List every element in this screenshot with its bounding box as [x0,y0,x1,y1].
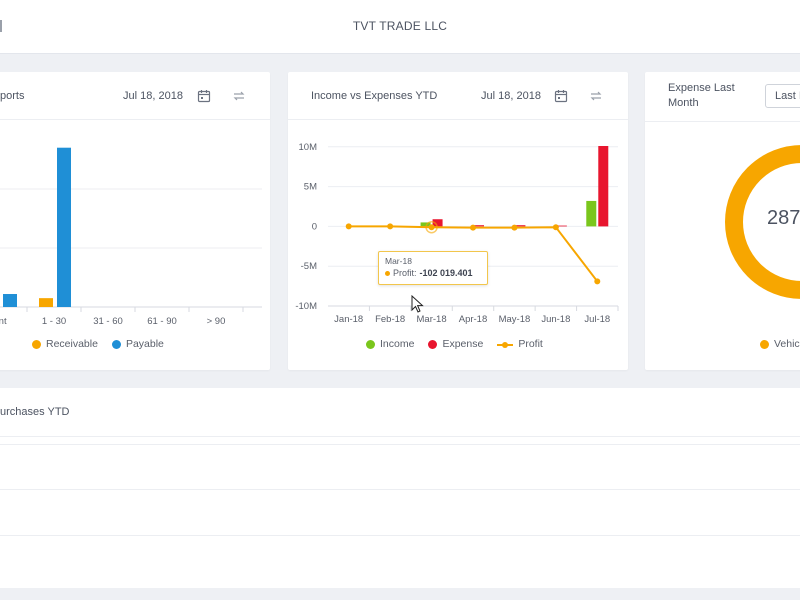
legend-payable-label: Payable [125,338,164,350]
profit-point [428,224,435,231]
income-card: Income vs Expenses YTD Jul 18, 2018 15M1… [288,72,628,370]
aging-card-header: ports Jul 18, 2018 [0,72,270,120]
y-tick-label: -5M [301,261,317,272]
income-card-header: Income vs Expenses YTD Jul 18, 2018 [288,72,628,120]
purchases-card-title: urchases YTD [0,406,70,418]
chart-tooltip: Mar-18 Profit: -102 019.401 [378,251,488,285]
x-tick-label: Jul-18 [584,314,610,325]
tooltip-value: -102 019.401 [419,268,473,278]
calendar-icon[interactable] [553,88,569,104]
legend-income[interactable]: Income [366,338,414,350]
aging-card-date[interactable]: Jul 18, 2018 [123,90,183,102]
purchases-card: urchases YTD [0,388,800,588]
y-tick-label: 0 [312,221,317,232]
profit-point [387,223,394,230]
income-card-title: Income vs Expenses YTD [311,90,438,102]
x-tick-label: Jun-18 [541,314,570,325]
expense-card: Expense Last Month 287 Vehic [645,72,800,370]
tooltip-label: Profit: [393,268,417,278]
donut-ring [725,145,800,299]
income-legend-dot [366,339,375,349]
legend-vehicle[interactable]: Vehic [760,338,800,350]
x-tick-label: Jan-18 [334,314,363,325]
profit-legend-line [497,340,514,349]
aging-card-title: ports [0,90,25,102]
aging-card: ports Jul 18, 2018 ent 1 - 30 31 - 60 61 - … [0,72,270,370]
expense-card-title-1: Expense Last [668,82,735,94]
bar-payable [3,294,17,307]
refresh-icon[interactable] [231,88,247,104]
legend-vehicle-label: Vehic [774,338,800,350]
y-tick-label: 10M [299,142,318,153]
bottom-strip [0,588,800,600]
x-tick-label: 1 - 30 [42,316,66,327]
period-select[interactable]: Last I [765,84,800,108]
bar-payable [57,147,71,307]
bar-expense [556,225,567,227]
purchases-grid-line [0,444,800,445]
legend-receivable-label: Receivable [46,338,98,350]
tooltip-row: Profit: -102 019.401 [385,268,481,278]
aging-legend: Receivable Payable [32,338,164,350]
profit-point [470,224,476,231]
legend-profit-label: Profit [518,338,543,350]
profit-point [594,278,601,285]
legend-profit[interactable]: Profit [497,338,543,350]
payable-legend-dot [111,339,121,349]
mouse-cursor-icon [411,295,424,313]
top-bar: TVT TRADE LLC [0,0,800,54]
bar-receivable [39,298,53,307]
expense-card-header: Expense Last Month [645,72,800,122]
donut-center-value: 287 [767,207,800,229]
x-tick-label: Apr-18 [459,314,488,325]
profit-point [552,224,559,231]
y-tick-label: -10M [295,301,317,312]
income-chart: 15M10M5M0-5M-10MJan-18Feb-18Mar-18Apr-18… [295,142,619,325]
tooltip-date: Mar-18 [385,256,412,266]
x-tick-label: Mar-18 [417,314,447,325]
profit-point-highlight [425,220,438,234]
tooltip-dot [385,270,390,276]
vehicle-legend-dot [760,339,769,349]
purchases-card-divider [0,436,800,437]
legend-receivable[interactable]: Receivable [32,338,98,350]
expense-legend-dot [428,339,438,349]
expense-donut-chart [725,145,800,299]
receivable-legend-dot [32,339,41,349]
calendar-icon[interactable] [196,88,212,104]
bar-expense [432,219,443,227]
bar-expense [515,225,526,227]
legend-expense[interactable]: Expense [428,338,483,350]
y-tick-label: 5M [304,182,317,193]
income-legend: Income Expense Profit [366,338,543,350]
bar-income [420,222,431,227]
bar-expense [598,146,609,227]
aging-chart: ent 1 - 30 31 - 60 61 - 90 > 90 [0,147,262,327]
bar-expense [474,225,484,227]
profit-point [345,223,352,230]
back-icon[interactable] [0,20,2,32]
company-name: TVT TRADE LLC [352,19,448,33]
legend-income-label: Income [380,338,415,350]
x-tick-label: Feb-18 [375,314,405,325]
purchases-grid-line [0,489,800,490]
expense-legend: Vehic [760,338,800,350]
purchases-grid-line [0,535,800,536]
income-card-date[interactable]: Jul 18, 2018 [481,90,541,102]
x-tick-label: 31 - 60 [93,316,123,327]
refresh-icon[interactable] [588,88,604,104]
legend-expense-label: Expense [442,338,484,350]
x-tick-label: 61 - 90 [147,316,177,327]
profit-point [511,224,518,231]
bar-income [586,200,597,227]
x-tick-label: > 90 [207,316,226,327]
legend-payable[interactable]: Payable [111,338,164,350]
expense-card-title-2: Month [668,97,699,109]
x-tick-label: May-18 [499,314,531,325]
x-tick-label: ent [0,316,7,327]
